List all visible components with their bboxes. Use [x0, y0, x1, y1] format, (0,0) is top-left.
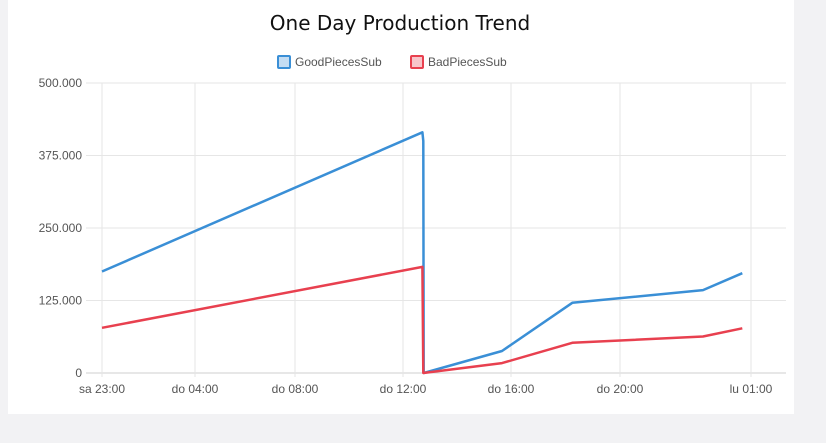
legend-label-goodpiecessub: GoodPiecesSub: [295, 55, 382, 69]
x-tick-label: do 20:00: [597, 382, 644, 396]
x-tick-label: do 08:00: [272, 382, 319, 396]
series-line-goodpiecessub[interactable]: [101, 131, 743, 375]
y-tick-label: 375.000: [39, 149, 83, 163]
x-axis-ticks: sa 23:00 do 04:00 do 08:00 do 12:00 do 16:00…: [79, 382, 773, 396]
legend-item-badpiecessub[interactable]: BadPiecesSub: [410, 55, 507, 69]
grid: [86, 82, 786, 377]
legend-item-goodpiecessub[interactable]: GoodPiecesSub: [277, 55, 382, 69]
legend-swatch-badpiecessub: [410, 55, 424, 69]
chart-title: One Day Production Trend: [270, 11, 530, 35]
x-tick-label: sa 23:00: [79, 382, 125, 396]
legend-label-badpiecessub: BadPiecesSub: [428, 55, 507, 69]
x-tick-label: do 12:00: [380, 382, 427, 396]
line-chart: One Day Production Trend GoodPiecesSub B…: [39, 11, 786, 396]
x-tick-label: lu 01:00: [730, 382, 773, 396]
y-tick-label: 125.000: [39, 294, 83, 308]
legend: GoodPiecesSub BadPiecesSub: [277, 55, 507, 69]
series-line-badpiecessub[interactable]: [101, 265, 743, 375]
y-axis-ticks: 0 125.000 250.000 375.000 500.000: [39, 76, 83, 380]
x-tick-label: do 16:00: [488, 382, 535, 396]
y-tick-label: 250.000: [39, 221, 83, 235]
y-tick-label: 0: [75, 366, 82, 380]
x-tick-label: do 04:00: [172, 382, 219, 396]
legend-swatch-goodpiecessub: [277, 55, 291, 69]
chart-card: One Day Production Trend GoodPiecesSub B…: [8, 0, 794, 414]
y-tick-label: 500.000: [39, 76, 83, 90]
series-lines: [101, 131, 743, 375]
